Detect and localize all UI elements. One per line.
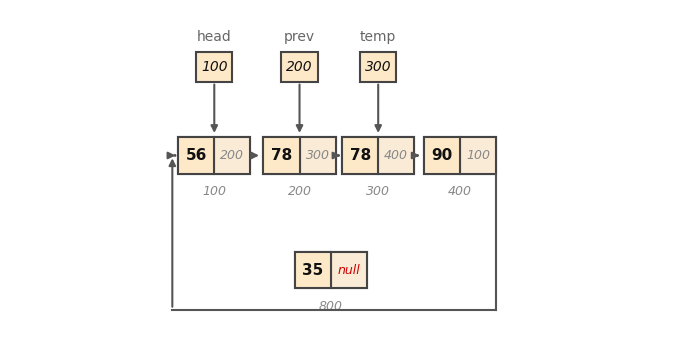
- Text: head: head: [197, 30, 232, 44]
- Text: temp: temp: [360, 30, 396, 44]
- Bar: [378, 137, 414, 174]
- Text: 800: 800: [319, 300, 343, 313]
- Text: 78: 78: [349, 148, 370, 163]
- Bar: [196, 52, 232, 82]
- Bar: [342, 137, 378, 174]
- Bar: [264, 137, 300, 174]
- Text: 90: 90: [432, 148, 453, 163]
- Bar: [295, 252, 331, 288]
- Text: 400: 400: [384, 149, 408, 162]
- Text: 78: 78: [271, 148, 292, 163]
- Bar: [295, 252, 367, 288]
- Text: 400: 400: [448, 185, 472, 198]
- Text: 300: 300: [366, 185, 390, 198]
- Text: null: null: [337, 264, 360, 277]
- Bar: [178, 137, 215, 174]
- Text: 300: 300: [365, 60, 392, 74]
- Text: 300: 300: [306, 149, 330, 162]
- Bar: [360, 52, 396, 82]
- Bar: [300, 137, 336, 174]
- Bar: [342, 137, 414, 174]
- Text: prev: prev: [284, 30, 315, 44]
- Bar: [424, 137, 496, 174]
- Bar: [281, 52, 317, 82]
- Text: 35: 35: [302, 263, 323, 278]
- Bar: [178, 137, 251, 174]
- Text: 56: 56: [185, 148, 207, 163]
- Text: 200: 200: [287, 185, 311, 198]
- Bar: [460, 137, 496, 174]
- Bar: [264, 137, 336, 174]
- Text: 100: 100: [202, 185, 226, 198]
- Bar: [331, 252, 367, 288]
- Text: 200: 200: [286, 60, 313, 74]
- Text: 200: 200: [221, 149, 244, 162]
- Text: 100: 100: [466, 149, 490, 162]
- Bar: [215, 137, 251, 174]
- Text: 100: 100: [201, 60, 227, 74]
- Bar: [424, 137, 460, 174]
